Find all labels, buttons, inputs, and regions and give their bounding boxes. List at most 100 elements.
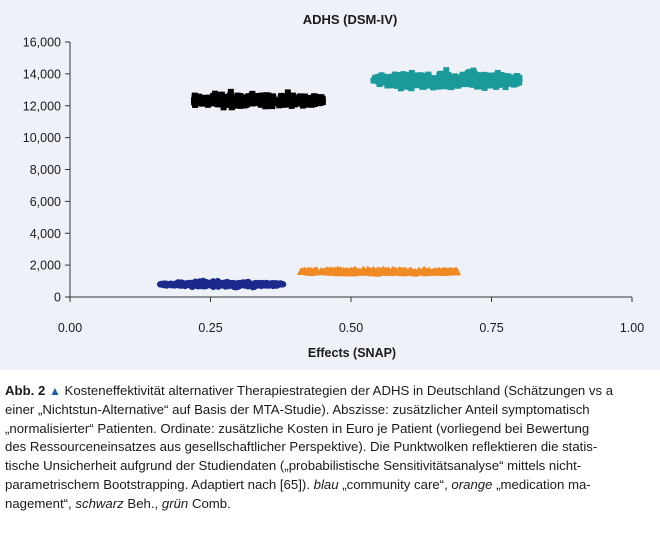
data-point: [381, 268, 389, 275]
data-point: [261, 98, 268, 105]
data-point: [296, 97, 303, 104]
data-point: [451, 77, 458, 84]
caption-line: „normalisierter“ Patienten. Ordinate: zu…: [5, 420, 590, 436]
data-point: [373, 266, 381, 274]
data-point: [257, 92, 264, 99]
data-point: [429, 81, 436, 88]
data-point: [379, 74, 386, 81]
data-point: [416, 267, 424, 274]
data-point: [208, 280, 215, 287]
caption-line: einer „Nichtstun-Alternative“ auf Basis …: [5, 401, 590, 417]
figure-caption: Abb. 2 ▲ Kosteneffektivität alternativer…: [5, 382, 655, 514]
caption-line: nagement“, schwarz Beh., grün Comb.: [5, 495, 655, 514]
data-point: [370, 77, 377, 84]
data-point: [253, 97, 260, 104]
data-point: [446, 83, 453, 90]
data-point: [420, 83, 427, 90]
data-point: [500, 78, 507, 85]
data-point: [265, 92, 272, 99]
data-point: [470, 67, 477, 74]
data-point: [475, 73, 482, 80]
data-point: [213, 97, 220, 104]
data-point: [237, 92, 244, 99]
data-point: [313, 267, 321, 275]
data-point: [463, 81, 470, 88]
data-point: [281, 101, 288, 108]
data-point: [407, 74, 414, 81]
data-point: [297, 268, 305, 275]
y-tick-label: 8,000: [30, 163, 61, 177]
scatter-chart: ADHS (DSM-IV) 0 2,000 4,000 6,000 8,000 10,00…: [23, 12, 644, 360]
data-point: [421, 269, 429, 277]
data-point: [253, 282, 260, 289]
data-point: [272, 99, 279, 106]
data-point: [424, 82, 431, 89]
data-point: [397, 75, 404, 82]
data-point: [400, 266, 408, 274]
data-point: [311, 100, 318, 107]
data-point: [402, 83, 409, 90]
data-point: [395, 72, 402, 79]
data-point: [481, 84, 488, 91]
data-point: [414, 75, 421, 82]
data-point: [218, 94, 225, 101]
data-point: [477, 81, 484, 88]
data-point: [222, 283, 229, 290]
triangle-icon: ▲: [48, 384, 61, 398]
data-point: [221, 98, 228, 105]
data-point: [228, 104, 235, 111]
data-point: [397, 85, 404, 92]
caption-text: Comb.: [188, 495, 231, 511]
x-tick-label: 1.00: [620, 321, 644, 335]
data-point: [262, 103, 269, 110]
data-point: [498, 72, 505, 79]
data-point: [471, 72, 478, 79]
data-point: [456, 75, 463, 82]
data-point: [405, 79, 412, 86]
data-point: [337, 267, 346, 275]
data-point: [425, 75, 432, 82]
data-point: [351, 265, 359, 273]
data-point: [227, 88, 234, 95]
x-tick-label: 0.00: [58, 321, 82, 335]
data-point: [239, 97, 246, 104]
data-point: [429, 268, 437, 276]
caption-color-blau: blau: [313, 476, 339, 492]
data-point: [505, 77, 512, 84]
data-point: [259, 280, 266, 287]
y-tick-label: 2,000: [30, 259, 61, 273]
data-point: [509, 78, 516, 85]
data-point: [276, 102, 283, 109]
data-point: [435, 266, 443, 274]
data-point: [360, 268, 368, 275]
data-point: [394, 268, 402, 275]
data-point: [189, 281, 196, 288]
data-point: [466, 68, 473, 75]
x-axis-label: Effects (SNAP): [308, 346, 396, 360]
data-point: [437, 78, 444, 85]
data-point: [272, 281, 279, 288]
data-point: [215, 101, 222, 108]
data-point: [491, 79, 498, 86]
data-point: [277, 98, 284, 105]
data-point: [212, 90, 219, 97]
scatter-points: [156, 67, 523, 291]
data-point: [469, 81, 476, 88]
data-point: [408, 83, 415, 90]
data-point: [400, 71, 407, 78]
caption-text: Kosteneffektivität alternativer Therapie…: [60, 383, 614, 398]
data-point: [326, 268, 335, 275]
y-tick-label: 12,000: [23, 99, 61, 113]
data-point: [467, 77, 474, 84]
caption-color-gruen: grün: [161, 495, 189, 511]
data-point: [200, 96, 207, 103]
caption-line: Abb. 2 ▲ Kosteneffektivität alternativer…: [5, 382, 655, 401]
data-point: [443, 67, 450, 74]
data-point: [241, 100, 248, 107]
data-point: [266, 103, 273, 110]
x-tick-label: 0.75: [479, 321, 503, 335]
data-point: [316, 97, 323, 104]
data-point: [389, 74, 396, 81]
data-point: [419, 78, 426, 85]
data-point: [156, 281, 163, 288]
